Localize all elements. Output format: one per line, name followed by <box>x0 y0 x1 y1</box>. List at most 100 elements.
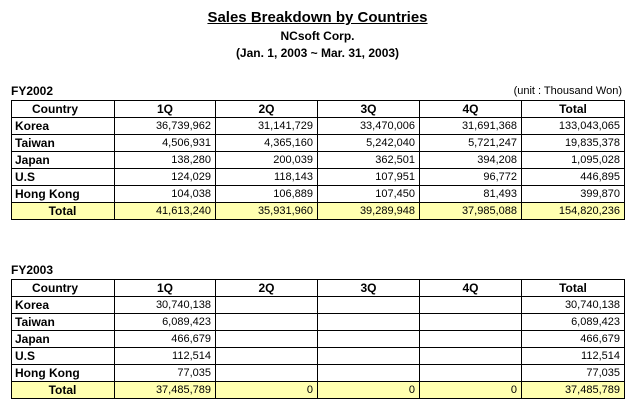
report-period: (Jan. 1, 2003 ~ Mar. 31, 2003) <box>235 46 400 60</box>
country-cell: Hong Kong <box>11 185 115 203</box>
value-cell: 112,514 <box>114 347 216 365</box>
value-cell: 1,095,028 <box>521 151 625 169</box>
total-value-cell: 39,289,948 <box>317 202 420 220</box>
value-cell: 124,029 <box>114 168 216 186</box>
value-cell: 96,772 <box>419 168 522 186</box>
value-cell <box>317 313 420 331</box>
table-row: Hong Kong 104,038 106,889 107,450 81,493 399,… <box>11 185 625 203</box>
country-cell: Japan <box>11 330 115 348</box>
total-value-cell: 35,931,960 <box>215 202 318 220</box>
value-cell: 5,242,040 <box>317 134 420 152</box>
value-cell: 4,506,931 <box>114 134 216 152</box>
table-row: Korea 30,740,138 30,740,138 <box>11 296 625 314</box>
value-cell <box>215 296 318 314</box>
country-cell: Taiwan <box>11 313 115 331</box>
table-row: Japan 138,280 200,039 362,501 394,208 1,095,0… <box>11 151 625 169</box>
value-cell: 399,870 <box>521 185 625 203</box>
fy2002-label: FY2002 <box>11 84 54 98</box>
unit-note: (unit : Thousand Won) <box>513 85 622 97</box>
value-cell: 77,035 <box>521 364 625 382</box>
value-cell: 200,039 <box>215 151 318 169</box>
value-cell: 19,835,378 <box>521 134 625 152</box>
column-header: 4Q <box>419 279 522 297</box>
value-cell <box>317 330 420 348</box>
table-row: Taiwan 4,506,931 4,365,160 5,242,040 5,721,2… <box>11 134 625 152</box>
value-cell: 394,208 <box>419 151 522 169</box>
value-cell: 30,740,138 <box>521 296 625 314</box>
column-header: 2Q <box>215 100 318 118</box>
value-cell <box>317 296 420 314</box>
value-cell: 118,143 <box>215 168 318 186</box>
value-cell: 4,365,160 <box>215 134 318 152</box>
column-header: Total <box>521 279 625 297</box>
country-cell: U.S <box>11 347 115 365</box>
column-header: Country <box>11 100 115 118</box>
total-row: Total 37,485,789 0 0 0 37,485,789 <box>11 381 625 399</box>
value-cell <box>215 364 318 382</box>
total-value-cell: 0 <box>419 381 522 399</box>
value-cell: 6,089,423 <box>521 313 625 331</box>
table-row: Korea 36,739,962 31,141,729 33,470,006 31,69… <box>11 117 625 135</box>
value-cell <box>419 330 522 348</box>
value-cell <box>419 347 522 365</box>
column-header: 3Q <box>317 100 420 118</box>
total-value-cell: 0 <box>317 381 420 399</box>
value-cell: 112,514 <box>521 347 625 365</box>
value-cell: 138,280 <box>114 151 216 169</box>
total-value-cell: 37,485,789 <box>114 381 216 399</box>
country-cell: Taiwan <box>11 134 115 152</box>
table-row: Hong Kong 77,035 77,035 <box>11 364 625 382</box>
table-header-row: Country 1Q 2Q 3Q 4Q Total <box>11 100 625 118</box>
value-cell: 133,043,065 <box>521 117 625 135</box>
value-cell <box>317 364 420 382</box>
company-name: NCsoft Corp. <box>280 29 355 43</box>
value-cell: 5,721,247 <box>419 134 522 152</box>
value-cell: 33,470,006 <box>317 117 420 135</box>
value-cell: 466,679 <box>114 330 216 348</box>
column-header: Country <box>11 279 115 297</box>
value-cell: 446,895 <box>521 168 625 186</box>
value-cell <box>419 296 522 314</box>
table-row: Japan 466,679 466,679 <box>11 330 625 348</box>
report-title: Sales Breakdown by Countries <box>207 9 428 26</box>
total-value-cell: 0 <box>215 381 318 399</box>
country-cell: Japan <box>11 151 115 169</box>
total-value-cell: 154,820,236 <box>521 202 625 220</box>
value-cell: 6,089,423 <box>114 313 216 331</box>
country-cell: Korea <box>11 117 115 135</box>
value-cell: 466,679 <box>521 330 625 348</box>
value-cell: 81,493 <box>419 185 522 203</box>
table-row: U.S 124,029 118,143 107,951 96,772 446,895 <box>11 168 625 186</box>
value-cell: 31,691,368 <box>419 117 522 135</box>
column-header: 3Q <box>317 279 420 297</box>
total-value-cell: 37,985,088 <box>419 202 522 220</box>
value-cell: 36,739,962 <box>114 117 216 135</box>
value-cell: 104,038 <box>114 185 216 203</box>
country-cell: Hong Kong <box>11 364 115 382</box>
table-header-row: Country 1Q 2Q 3Q 4Q Total <box>11 279 625 297</box>
column-header: 1Q <box>114 100 216 118</box>
value-cell <box>419 313 522 331</box>
column-header: 1Q <box>114 279 216 297</box>
country-cell: Korea <box>11 296 115 314</box>
total-value-cell: 41,613,240 <box>114 202 216 220</box>
column-header: 4Q <box>419 100 522 118</box>
report-header: Sales Breakdown by Countries NCsoft Corp… <box>0 8 635 62</box>
total-value-cell: 37,485,789 <box>521 381 625 399</box>
value-cell <box>215 330 318 348</box>
total-label: Total <box>11 381 115 399</box>
value-cell <box>419 364 522 382</box>
value-cell: 107,951 <box>317 168 420 186</box>
column-header: 2Q <box>215 279 318 297</box>
value-cell: 30,740,138 <box>114 296 216 314</box>
value-cell: 362,501 <box>317 151 420 169</box>
column-header: Total <box>521 100 625 118</box>
value-cell: 107,450 <box>317 185 420 203</box>
table-row: Taiwan 6,089,423 6,089,423 <box>11 313 625 331</box>
total-row: Total 41,613,240 35,931,960 39,289,948 37,98… <box>11 202 625 220</box>
value-cell <box>317 347 420 365</box>
value-cell: 77,035 <box>114 364 216 382</box>
fy2003-label: FY2003 <box>11 263 54 277</box>
value-cell <box>215 313 318 331</box>
value-cell: 106,889 <box>215 185 318 203</box>
